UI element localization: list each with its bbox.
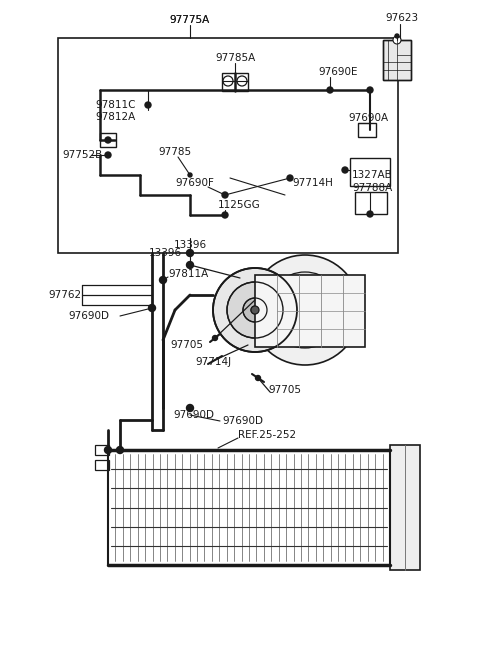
Circle shape [187, 405, 193, 411]
Text: 97690D: 97690D [68, 311, 109, 321]
Bar [58, 38, 398, 253]
Text: 97714J: 97714J [195, 357, 231, 367]
Text: 97812A: 97812A [95, 112, 135, 122]
Circle shape [250, 255, 360, 365]
Circle shape [287, 292, 323, 328]
Circle shape [251, 306, 259, 314]
Text: 97785A: 97785A [215, 53, 255, 63]
Text: 13396: 13396 [173, 240, 206, 250]
Bar [390, 445, 420, 570]
Bar [350, 158, 390, 186]
Text: 97705: 97705 [170, 340, 203, 350]
Text: 97811C: 97811C [95, 100, 135, 110]
Circle shape [367, 211, 373, 217]
Circle shape [251, 306, 259, 314]
Text: 97788A: 97788A [352, 183, 392, 193]
Text: 1327AB: 1327AB [352, 170, 393, 180]
Circle shape [159, 276, 167, 284]
Circle shape [367, 87, 373, 93]
Bar [255, 275, 365, 347]
Text: 97690F: 97690F [175, 178, 214, 188]
Circle shape [255, 375, 261, 381]
Text: 13396: 13396 [149, 248, 182, 258]
Text: 97690D: 97690D [222, 416, 263, 426]
Circle shape [395, 34, 399, 38]
Bar [95, 460, 109, 470]
Bar [355, 192, 387, 214]
Circle shape [105, 447, 111, 453]
Circle shape [222, 192, 228, 198]
Text: 97714H: 97714H [292, 178, 333, 188]
Circle shape [187, 261, 193, 269]
Circle shape [213, 268, 297, 352]
Circle shape [148, 305, 156, 312]
Circle shape [327, 87, 333, 93]
Bar [383, 40, 411, 80]
Text: 97785: 97785 [158, 147, 191, 157]
Circle shape [188, 173, 192, 177]
Bar [358, 123, 376, 137]
Circle shape [117, 447, 123, 453]
Bar [95, 445, 109, 455]
Circle shape [299, 304, 311, 316]
Text: 97762: 97762 [48, 290, 81, 300]
Bar [100, 133, 116, 147]
Circle shape [213, 335, 217, 341]
Circle shape [243, 298, 267, 322]
Text: 97752B: 97752B [62, 150, 102, 160]
Circle shape [223, 76, 233, 86]
Text: REF.25-252: REF.25-252 [238, 430, 296, 440]
Circle shape [145, 102, 151, 108]
Circle shape [393, 36, 401, 44]
Bar [383, 40, 411, 80]
Circle shape [267, 272, 343, 348]
Text: 97775A: 97775A [170, 15, 210, 25]
Circle shape [105, 137, 111, 143]
Text: 97690D: 97690D [173, 410, 215, 420]
Text: 97690A: 97690A [348, 113, 388, 123]
Circle shape [227, 282, 283, 338]
Circle shape [222, 212, 228, 218]
Bar [222, 73, 248, 91]
Text: 97690E: 97690E [318, 67, 358, 77]
Text: 97623: 97623 [385, 13, 418, 23]
Circle shape [342, 167, 348, 173]
Circle shape [237, 76, 247, 86]
Circle shape [187, 250, 193, 257]
Text: 97811A: 97811A [168, 269, 208, 279]
Text: 1125GG: 1125GG [218, 200, 261, 210]
Text: 97775A: 97775A [170, 15, 210, 25]
Circle shape [287, 175, 293, 181]
Text: 97705: 97705 [268, 385, 301, 395]
Circle shape [105, 152, 111, 158]
